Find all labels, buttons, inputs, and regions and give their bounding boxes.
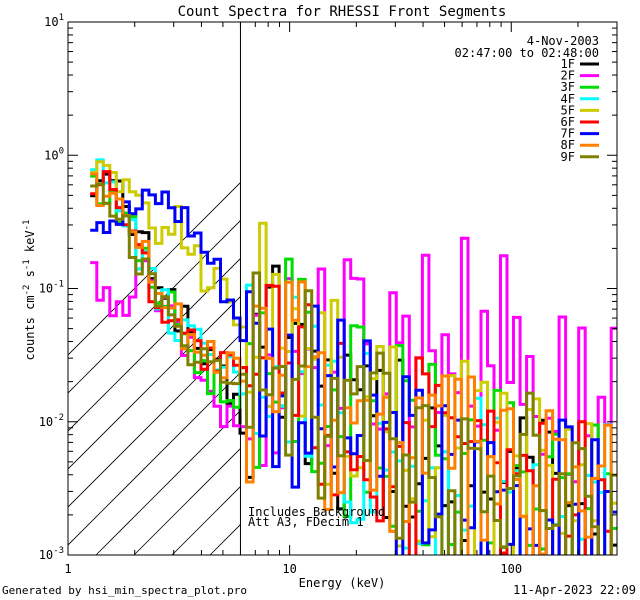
date-label: 4-Nov-2003 — [527, 34, 599, 48]
hatch-line — [248, 0, 640, 555]
legend-label-9F: 9F — [561, 150, 575, 164]
x-axis-label: Energy (keV) — [299, 576, 386, 590]
legend-label-8F: 8F — [561, 138, 575, 152]
x-tick-label: 10 — [282, 562, 296, 576]
axis-ticks: 1 10 100 10-3 10-2 10-1 100 101 — [39, 13, 618, 576]
x-tick-label: 1 — [64, 562, 71, 576]
hatch-line — [68, 295, 241, 470]
legend-label-3F: 3F — [561, 80, 575, 94]
y-label-part-e: keV — [23, 230, 37, 259]
y-label-exp-f: -1 — [22, 220, 32, 231]
annotation-attenuator: Att A3, FDecim 1 — [248, 515, 364, 529]
hatch-line — [68, 371, 241, 546]
x-tick-label: 100 — [500, 562, 522, 576]
y-tick-label: 10-1 — [39, 280, 64, 296]
y-tick-label: 10-2 — [39, 413, 64, 429]
chart-title: Count Spectra for RHESSI Front Segments — [178, 4, 507, 20]
legend-label-5F: 5F — [561, 103, 575, 117]
hatch-line — [68, 257, 241, 432]
y-label-exp-b: -2 — [22, 285, 32, 296]
series-6F-line — [90, 170, 613, 555]
series-layer — [90, 158, 617, 555]
legend-label-2F: 2F — [561, 69, 575, 83]
hatch-line — [68, 333, 241, 508]
y-tick-label: 10-3 — [39, 546, 64, 562]
legend-label-1F: 1F — [561, 57, 575, 71]
timestamp-label: 11-Apr-2023 22:09 — [513, 583, 636, 597]
hatch-line — [95, 409, 241, 555]
hatch-line — [68, 219, 241, 394]
y-tick-label: 100 — [44, 146, 64, 162]
y-tick-label: 101 — [44, 13, 64, 29]
series-5F-line — [90, 160, 617, 555]
hatch-line — [133, 447, 241, 555]
annotation-background: Includes Background — [248, 505, 385, 519]
series-8F-line — [90, 172, 613, 555]
legend-label-7F: 7F — [561, 127, 575, 141]
series-9F-line — [90, 182, 617, 555]
legend-label-4F: 4F — [561, 92, 575, 106]
y-axis-label: counts cm-2 s-1 keV-1 — [22, 220, 37, 361]
y-label-part-c: s — [23, 270, 37, 284]
legend-label-6F: 6F — [561, 115, 575, 129]
series-4F-line — [90, 158, 613, 555]
y-label-exp-d: -1 — [22, 259, 32, 270]
generated-by-label: Generated by hsi_min_spectra_plot.pro — [2, 584, 247, 597]
time-range-label: 02:47:00 to 02:48:00 — [455, 46, 600, 60]
y-label-part-a: counts cm — [23, 295, 37, 360]
